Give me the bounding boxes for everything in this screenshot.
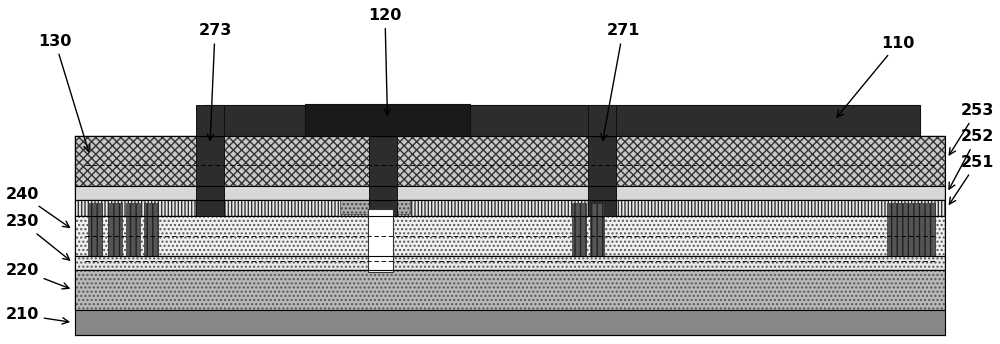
Text: 273: 273	[198, 23, 232, 140]
Bar	[144, 203, 158, 256]
Text: 120: 120	[368, 8, 402, 115]
Text: 240: 240	[5, 187, 69, 227]
Bar	[305, 104, 470, 136]
Text: 210: 210	[5, 307, 69, 324]
Bar	[75, 136, 945, 186]
Text: 252: 252	[949, 129, 994, 189]
Bar	[196, 105, 224, 216]
Text: 253: 253	[949, 103, 994, 155]
Bar	[887, 203, 935, 256]
Bar	[108, 203, 122, 256]
Bar	[75, 200, 945, 216]
Bar	[588, 105, 616, 216]
Bar	[126, 203, 140, 256]
Text: 130: 130	[38, 34, 90, 152]
Text: 110: 110	[837, 35, 915, 117]
Bar	[340, 200, 410, 214]
Text: 251: 251	[949, 155, 994, 204]
Bar	[205, 105, 920, 136]
Bar	[75, 270, 945, 310]
Bar	[368, 209, 393, 272]
Bar	[75, 186, 945, 200]
Bar	[369, 104, 397, 216]
Bar	[88, 203, 102, 256]
Bar	[75, 310, 945, 335]
Text: 230: 230	[5, 214, 70, 260]
Bar	[75, 216, 945, 256]
Text: 271: 271	[601, 23, 640, 140]
Bar	[75, 256, 945, 270]
Bar	[590, 203, 604, 256]
Text: 220: 220	[5, 262, 69, 289]
Bar	[572, 203, 586, 256]
